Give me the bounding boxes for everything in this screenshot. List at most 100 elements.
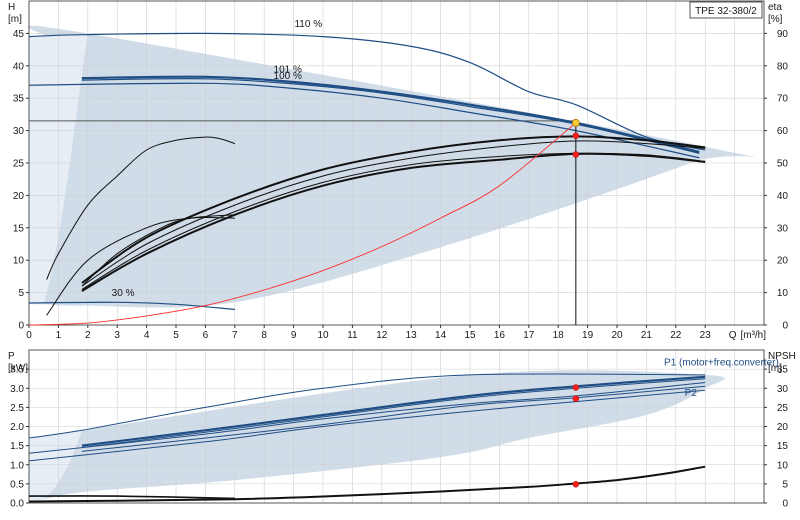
x-axis-tick-label: 6 <box>203 330 209 341</box>
left-axis-tick-label: 5 <box>18 288 24 299</box>
efficiency-curve <box>81 152 706 292</box>
right-axis-tick-label: 90 <box>777 29 789 40</box>
left-axis-symbol: P <box>8 351 15 362</box>
head-curve <box>28 301 235 310</box>
speed-curve-label: 101 % <box>274 64 302 75</box>
x-axis-tick-label: 17 <box>523 330 535 341</box>
x-axis-symbol: Q <box>729 330 737 341</box>
right-axis-tick-label: 40 <box>777 191 789 202</box>
x-axis-tick-label: 14 <box>435 330 447 341</box>
left-axis-tick-label: 3.0 <box>10 384 24 395</box>
head-curve <box>28 32 706 151</box>
x-axis-tick-label: 4 <box>144 330 150 341</box>
x-axis-tick-label: 13 <box>406 330 418 341</box>
x-axis-tick-label: 2 <box>85 330 91 341</box>
model-label-box <box>689 1 763 19</box>
x-axis-tick-label: 10 <box>317 330 329 341</box>
left-axis-tick-label: 20 <box>13 191 25 202</box>
left-axis-tick-label: 2.0 <box>10 422 24 433</box>
x-axis-unit: [m³/h] <box>740 330 766 341</box>
head-efficiency-panel: 0510152025303540450102030405060708090H[m… <box>8 0 789 341</box>
right-axis-tick-label: 0 <box>782 499 788 510</box>
right-axis-tick-label: 50 <box>777 159 789 170</box>
power-curve <box>81 375 706 447</box>
left-axis-tick-label: 40 <box>13 61 25 72</box>
x-axis-tick-label: 3 <box>114 330 120 341</box>
x-axis-tick-label: 22 <box>670 330 682 341</box>
x-axis-tick-label: 5 <box>173 330 179 341</box>
legend-label: P2 <box>685 388 698 399</box>
power-curve <box>28 495 235 500</box>
x-axis-tick-label: 18 <box>553 330 565 341</box>
right-axis-symbol: eta <box>768 2 782 13</box>
left-axis-unit: [m] <box>8 14 22 25</box>
right-axis-tick-label: 10 <box>777 460 789 471</box>
left-axis-tick-label: 0.0 <box>10 499 24 510</box>
duty-power-marker <box>572 395 580 402</box>
x-axis-tick-label: 11 <box>347 330 358 341</box>
right-axis-tick-label: 0 <box>782 321 788 332</box>
left-axis-tick-label: 10 <box>13 256 25 267</box>
duty-efficiency-marker <box>572 151 580 158</box>
duty-point-marker <box>571 118 580 127</box>
x-axis-tick-label: 15 <box>464 330 476 341</box>
power-curve <box>28 389 706 462</box>
right-axis-tick-label: 70 <box>777 94 789 105</box>
power-curve <box>28 373 706 439</box>
right-axis-tick-label: 20 <box>777 256 789 267</box>
left-axis-tick-label: 2.5 <box>10 403 24 414</box>
speed-curve-label: 100 % <box>274 71 302 82</box>
left-axis-tick-label: 15 <box>13 223 25 234</box>
x-axis-tick-label: 7 <box>232 330 238 341</box>
right-axis-tick-label: 10 <box>777 288 789 299</box>
duty-npsh-marker <box>572 481 580 488</box>
x-axis-tick-label: 9 <box>291 330 297 341</box>
x-axis-tick-label: 8 <box>261 330 267 341</box>
power-curve <box>28 382 706 454</box>
x-axis-tick-label: 20 <box>611 330 623 341</box>
left-axis-tick-label: 25 <box>13 159 25 170</box>
legend-label: P1 (motor+freq.converter) <box>664 357 779 368</box>
duty-efficiency-marker <box>572 132 580 140</box>
x-axis-tick-label: 12 <box>376 330 388 341</box>
right-axis-tick-label: 15 <box>777 441 789 452</box>
power-curve <box>81 378 706 448</box>
x-axis-tick-label: 23 <box>700 330 712 341</box>
left-axis-tick-label: 1.0 <box>10 460 24 471</box>
x-axis-tick-label: 1 <box>56 330 62 341</box>
left-axis-symbol: H <box>8 2 15 13</box>
speed-curve-label: 30 % <box>112 288 135 299</box>
x-axis-tick-label: 0 <box>26 330 32 341</box>
left-axis-tick-label: 30 <box>13 126 25 137</box>
efficiency-curve <box>46 216 235 316</box>
left-axis-unit: [kW] <box>8 363 28 374</box>
left-axis-tick-label: 1.5 <box>10 441 24 452</box>
model-label: TPE 32-380/2 <box>695 6 757 17</box>
right-axis-unit: [%] <box>768 14 783 25</box>
operating-region <box>27 25 757 308</box>
power-curve <box>81 385 706 452</box>
efficiency-curve <box>46 136 235 280</box>
right-axis-symbol: NPSH <box>768 351 796 362</box>
speed-curve-label: 110 % <box>294 19 322 30</box>
power-npsh-panel: 0.00.51.01.52.02.53.03.505101520253035P[… <box>8 349 796 510</box>
left-axis-tick-label: 3.5 <box>10 365 24 376</box>
right-axis-tick-label: 80 <box>777 61 789 72</box>
right-axis-tick-label: 5 <box>782 479 788 490</box>
efficiency-curve <box>81 140 706 287</box>
right-axis-tick-label: 30 <box>777 223 789 234</box>
right-axis-tick-label: 60 <box>777 126 789 137</box>
x-axis-tick-label: 21 <box>641 330 653 341</box>
operating-region <box>29 370 726 500</box>
x-axis-tick-label: 16 <box>494 330 506 341</box>
right-axis-tick-label: 35 <box>777 365 789 376</box>
system-curve <box>28 122 577 326</box>
right-axis-tick-label: 30 <box>777 384 789 395</box>
left-axis-tick-label: 0 <box>18 321 24 332</box>
left-axis-tick-label: 0.5 <box>10 479 24 490</box>
right-axis-unit: [m] <box>768 363 782 374</box>
duty-power-marker <box>572 384 580 391</box>
left-axis-tick-label: 45 <box>13 29 25 40</box>
efficiency-curve <box>81 135 706 284</box>
